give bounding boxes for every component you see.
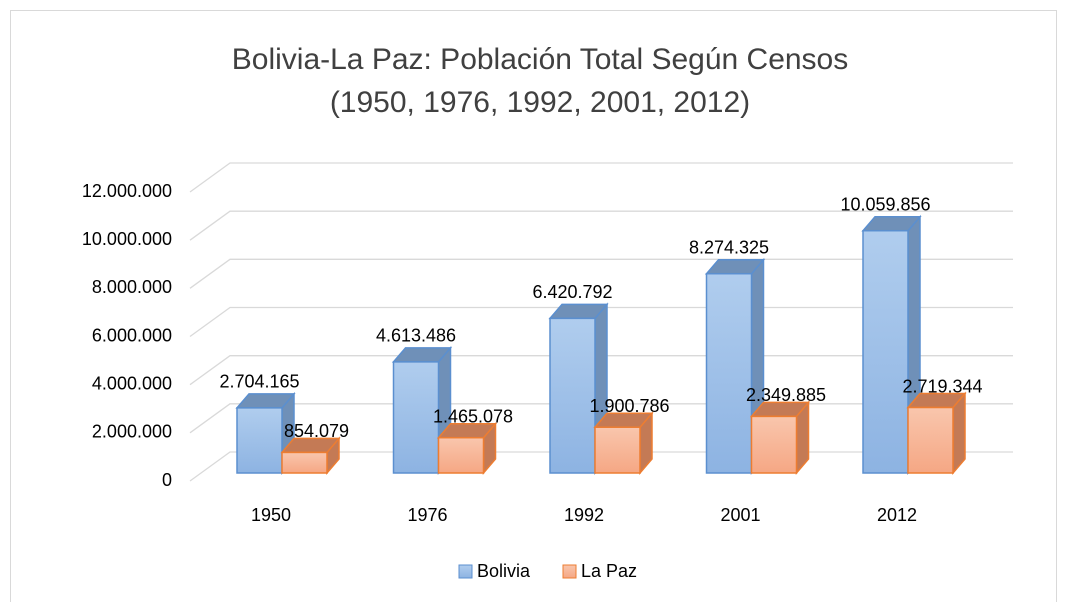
data-label: 2.704.165 xyxy=(219,372,299,392)
x-tick-label: 1992 xyxy=(564,505,604,525)
y-tick-label: 4.000.000 xyxy=(92,373,172,393)
bar xyxy=(861,214,922,476)
y-tick-label: 2.000.000 xyxy=(92,422,172,442)
data-label: 2.719.344 xyxy=(902,376,982,396)
x-tick-label: 2012 xyxy=(877,505,917,525)
bar-front xyxy=(705,272,753,474)
x-tick-label: 1950 xyxy=(251,505,291,525)
legend-label: Bolivia xyxy=(477,561,531,581)
bar-front xyxy=(594,426,641,474)
y-tick-label: 12.000.000 xyxy=(82,181,172,201)
bar xyxy=(593,411,654,476)
bar xyxy=(235,391,296,476)
legend-swatch xyxy=(458,564,473,579)
bar xyxy=(749,400,811,476)
data-label: 1.465.078 xyxy=(433,406,513,426)
bar xyxy=(280,436,341,476)
grid-line xyxy=(189,210,1013,241)
x-tick-label: 1976 xyxy=(407,505,447,525)
data-label: 2.349.885 xyxy=(746,385,826,405)
x-tick-label: 2001 xyxy=(720,505,760,525)
bar xyxy=(906,391,967,476)
bar xyxy=(436,421,498,476)
bar xyxy=(548,302,609,476)
y-tick-label: 6.000.000 xyxy=(92,325,172,345)
data-label: 10.059.856 xyxy=(840,194,930,214)
bar-front xyxy=(750,415,798,474)
bar-front xyxy=(392,361,440,474)
y-tick-label: 10.000.000 xyxy=(82,229,172,249)
chart-frame xyxy=(10,10,1057,602)
y-tick-label: 8.000.000 xyxy=(92,277,172,297)
bar xyxy=(704,257,766,476)
data-label: 1.900.786 xyxy=(589,396,669,416)
legend-label: La Paz xyxy=(581,561,637,581)
data-label: 8.274.325 xyxy=(689,237,769,257)
grid-line xyxy=(189,162,1013,193)
chart-title: Bolivia-La Paz: Población Total Según Ce… xyxy=(231,43,849,119)
y-tick-label: 0 xyxy=(162,470,172,490)
bar-front xyxy=(281,451,328,474)
bar-front xyxy=(236,407,283,474)
legend-swatch xyxy=(562,564,577,579)
data-label: 854.079 xyxy=(284,421,349,441)
bar-front xyxy=(907,406,954,474)
bar-front xyxy=(862,229,909,474)
data-label: 6.420.792 xyxy=(532,282,612,302)
bar-front xyxy=(549,317,596,474)
data-label: 4.613.486 xyxy=(376,326,456,346)
bar-front xyxy=(437,436,485,474)
